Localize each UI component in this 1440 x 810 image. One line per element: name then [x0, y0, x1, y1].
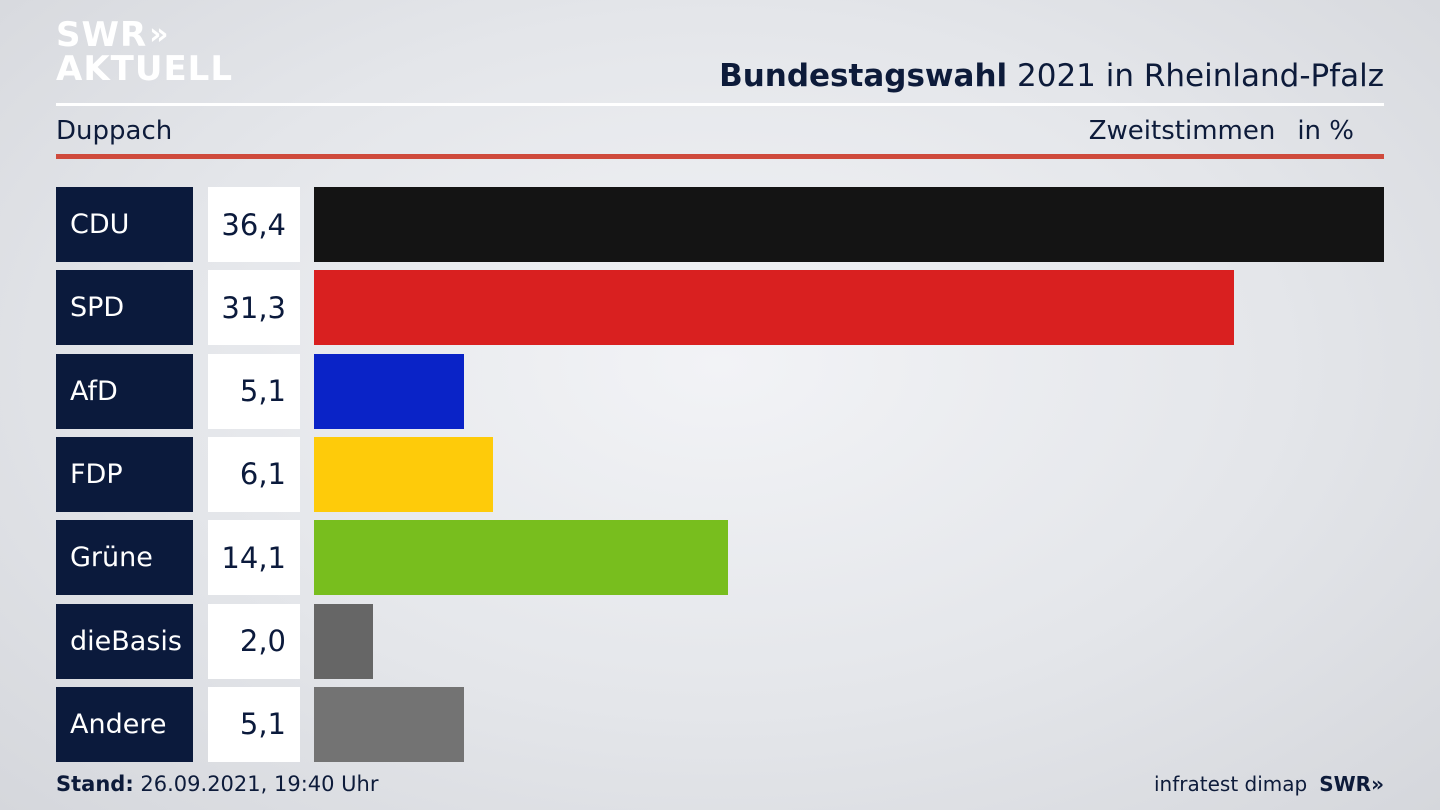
party-label: Andere — [56, 686, 193, 762]
measure-text: Zweitstimmen — [1088, 116, 1276, 146]
bar-row-grüne: Grüne 14,1 — [56, 520, 1384, 596]
timestamp: Stand: 26.09.2021, 19:40 Uhr — [56, 772, 379, 796]
swr-footer-logo: SWR» — [1319, 772, 1384, 796]
bar-row-diebasis: dieBasis 2,0 — [56, 603, 1384, 679]
source-credit: infratest dimap — [1154, 772, 1308, 796]
value-label: 36,4 — [208, 187, 300, 262]
header-divider — [56, 103, 1384, 106]
bar — [314, 436, 493, 512]
bar — [314, 603, 373, 679]
measure-label: Zweitstimmen in % — [1089, 116, 1354, 146]
footer-credits: infratest dimap SWR» — [1154, 772, 1384, 796]
value-label: 31,3 — [208, 270, 300, 346]
accent-divider — [56, 154, 1384, 159]
party-label: AfD — [56, 353, 193, 429]
value-label: 14,1 — [208, 520, 300, 596]
bar-row-spd: SPD 31,3 — [56, 270, 1384, 346]
unit-text: in % — [1297, 116, 1354, 146]
location-label: Duppach — [56, 116, 173, 146]
value-label: 5,1 — [208, 353, 300, 429]
value-label: 6,1 — [208, 436, 300, 512]
party-label: Grüne — [56, 520, 193, 596]
bar — [314, 686, 464, 762]
party-label: FDP — [56, 436, 193, 512]
bar-row-cdu: CDU 36,4 — [56, 187, 1384, 262]
logo-swr-text: SWR — [56, 15, 148, 55]
bar — [314, 520, 728, 596]
logo-chevrons-icon: » — [149, 17, 169, 52]
logo-aktuell-text: AKTUELL — [56, 49, 234, 89]
bar — [314, 353, 464, 429]
bar — [314, 187, 1384, 262]
stand-value: 26.09.2021, 19:40 Uhr — [133, 772, 379, 796]
party-label: CDU — [56, 187, 193, 262]
party-label: dieBasis — [56, 603, 193, 679]
stand-label: Stand: — [56, 772, 134, 796]
swr-aktuell-logo: SWR » AKTUELL — [56, 15, 234, 89]
title-rest: 2021 in Rheinland-Pfalz — [1007, 58, 1384, 94]
value-label: 5,1 — [208, 686, 300, 762]
title-bold: Bundestagswahl — [719, 58, 1008, 94]
bar-row-andere: Andere 5,1 — [56, 686, 1384, 762]
bar-row-fdp: FDP 6,1 — [56, 436, 1384, 512]
bar-row-afd: AfD 5,1 — [56, 353, 1384, 429]
party-label: SPD — [56, 270, 193, 346]
chart-title: Bundestagswahl 2021 in Rheinland-Pfalz — [719, 58, 1384, 94]
bar — [314, 270, 1234, 346]
value-label: 2,0 — [208, 603, 300, 679]
